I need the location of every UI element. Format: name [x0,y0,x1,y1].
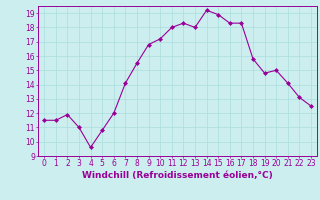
X-axis label: Windchill (Refroidissement éolien,°C): Windchill (Refroidissement éolien,°C) [82,171,273,180]
